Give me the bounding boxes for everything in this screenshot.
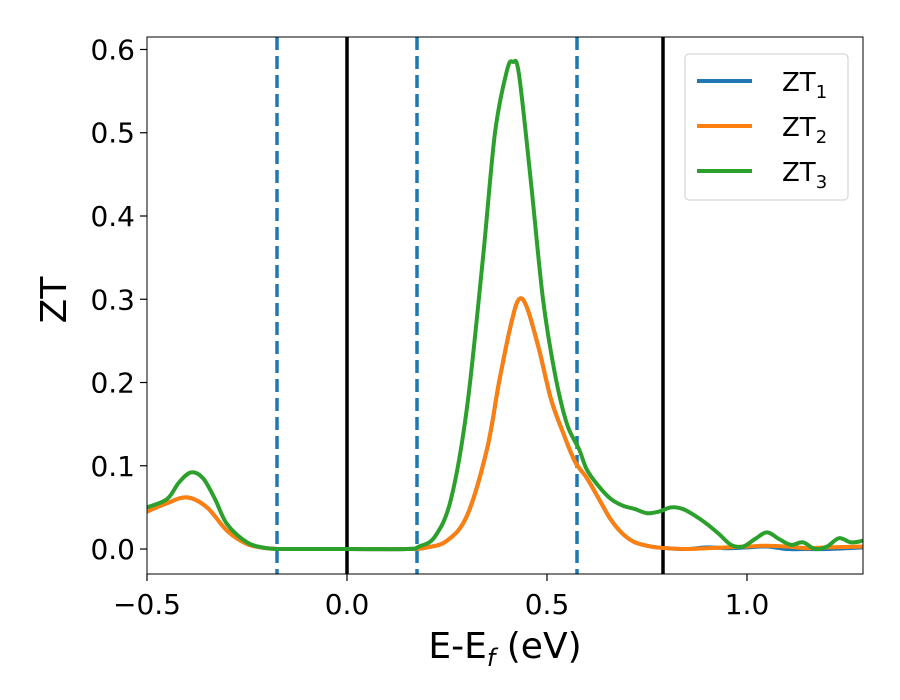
y-tick-label: 0.4 <box>90 200 135 233</box>
y-tick-label: 0.2 <box>90 367 135 400</box>
x-axis-label: E-Ef (eV) <box>428 626 581 672</box>
legend-label-zt3: ZT3 <box>782 158 827 193</box>
x-tick-label: 0.0 <box>325 588 370 621</box>
x-tick-label: 0.5 <box>525 588 570 621</box>
vertical-reference-lines <box>275 37 665 574</box>
y-tick-label: 0.5 <box>90 117 135 150</box>
y-tick-label: 0.1 <box>90 450 135 483</box>
x-tick-label: 1.0 <box>725 588 770 621</box>
y-axis-label: ZT <box>34 276 75 324</box>
series-line-zt3 <box>147 58 863 552</box>
y-axis: 0.0 0.1 0.2 0.3 0.4 0.5 0.6 <box>90 33 147 566</box>
legend: ZT1 ZT2 ZT3 <box>684 53 849 201</box>
series-layer <box>147 58 863 552</box>
y-tick-label: 0.0 <box>90 533 135 566</box>
y-tick-label: 0.6 <box>90 33 135 66</box>
legend-box <box>684 53 849 201</box>
legend-label-zt1: ZT1 <box>782 68 827 103</box>
y-tick-label: 0.3 <box>90 283 135 316</box>
x-tick-label: −0.5 <box>113 588 181 621</box>
legend-label-zt2: ZT2 <box>782 113 827 148</box>
plot-frame <box>146 36 864 575</box>
x-axis: −0.5 0.0 0.5 1.0 <box>113 574 769 621</box>
